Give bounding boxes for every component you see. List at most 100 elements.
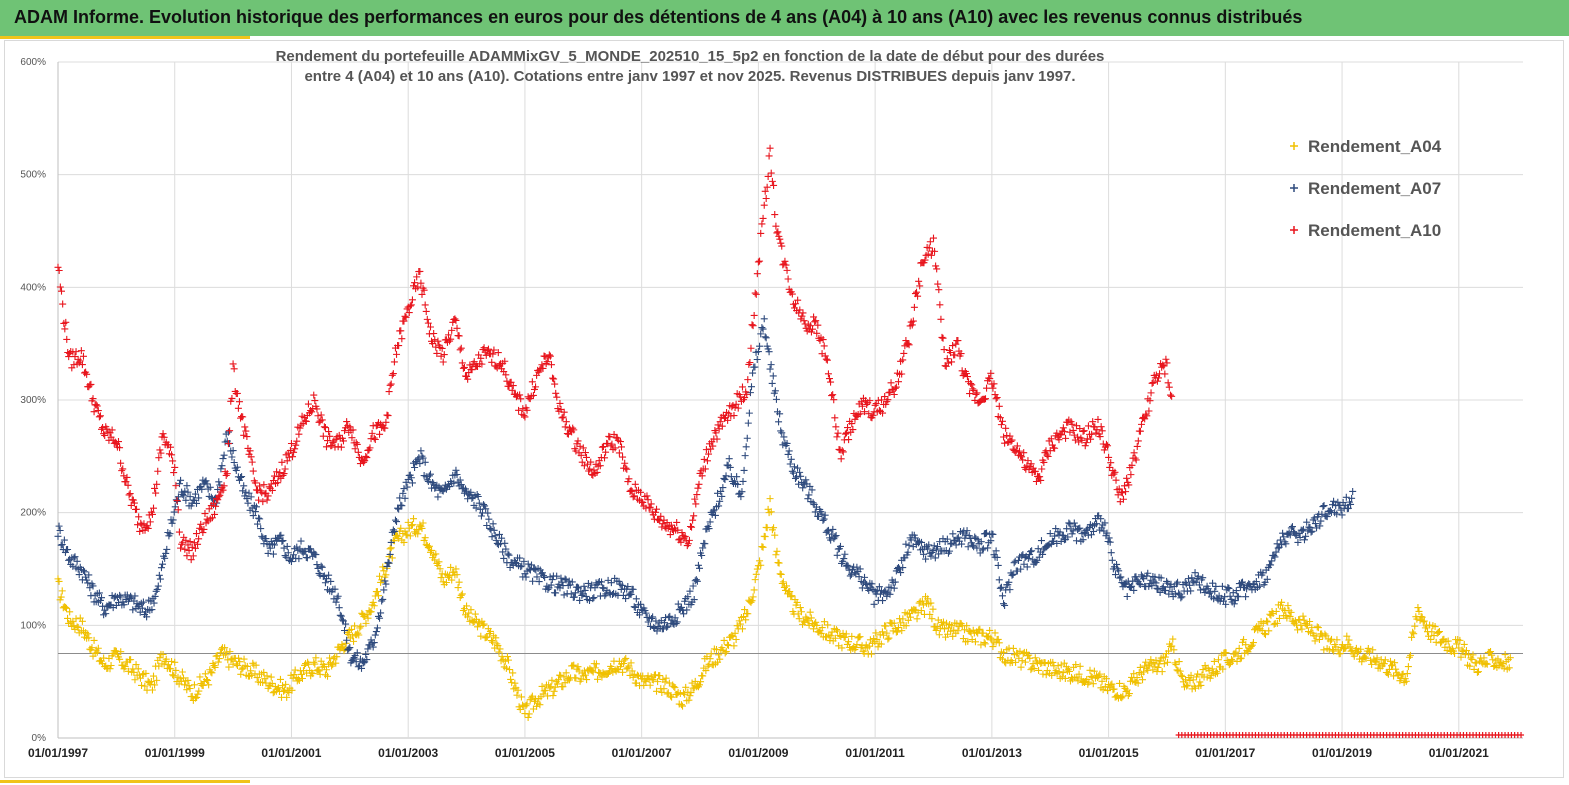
data-point [589, 595, 597, 603]
data-point [366, 444, 374, 452]
data-point [733, 473, 741, 481]
data-point [483, 522, 491, 530]
y-tick-label: 0% [32, 733, 47, 744]
data-point [190, 539, 198, 547]
data-point [1402, 677, 1410, 685]
data-point [598, 578, 606, 586]
data-point [871, 401, 879, 409]
x-tick-label: 01/01/2011 [845, 746, 905, 760]
data-point [346, 644, 354, 652]
data-point [806, 608, 814, 616]
data-point [1205, 589, 1213, 597]
data-point [1134, 437, 1142, 445]
data-point [207, 668, 215, 676]
data-point [744, 376, 752, 384]
data-point [909, 317, 917, 325]
data-point [713, 435, 721, 443]
data-point [1139, 676, 1147, 684]
data-point [87, 380, 95, 388]
data-point [674, 526, 682, 534]
data-point [232, 466, 240, 474]
data-point [622, 654, 630, 662]
data-point [832, 423, 840, 431]
data-point [562, 669, 570, 677]
data-point [472, 504, 480, 512]
data-point [975, 626, 983, 634]
data-point [282, 680, 290, 688]
data-point [1102, 440, 1110, 448]
data-point [205, 681, 213, 689]
data-point [1148, 582, 1156, 590]
data-point [1116, 574, 1124, 582]
data-point [596, 462, 604, 470]
data-point [821, 511, 829, 519]
data-point [1186, 581, 1194, 589]
data-point [169, 671, 177, 679]
data-point [379, 595, 387, 603]
data-point [621, 656, 629, 664]
data-point [643, 492, 651, 500]
data-point [813, 621, 821, 629]
data-point [1156, 588, 1164, 596]
data-point [680, 689, 688, 697]
data-point [1385, 665, 1393, 673]
data-point [1243, 585, 1251, 593]
data-point [1218, 582, 1226, 590]
data-point [61, 325, 69, 333]
chart-title-line-1: Rendement du portefeuille ADAMMixGV_5_MO… [275, 48, 1105, 65]
data-point [853, 641, 861, 649]
data-point [905, 341, 913, 349]
data-point [659, 625, 667, 633]
data-point [181, 487, 189, 495]
data-point [516, 391, 524, 399]
data-point [904, 548, 912, 556]
data-point [544, 585, 552, 593]
data-point [1069, 426, 1077, 434]
data-point [551, 380, 559, 388]
data-point [1009, 570, 1017, 578]
data-point [479, 621, 487, 629]
data-point [403, 531, 411, 539]
data-point [690, 596, 698, 604]
data-point [949, 342, 957, 350]
data-point [952, 541, 960, 549]
data-point [291, 445, 299, 453]
data-point [505, 382, 513, 390]
data-point [828, 392, 836, 400]
data-point [933, 623, 941, 631]
data-point [808, 486, 816, 494]
data-point [968, 381, 976, 389]
data-point [1084, 422, 1092, 430]
data-point [1381, 656, 1389, 664]
data-point [515, 406, 523, 414]
data-point [1059, 424, 1067, 432]
data-point [354, 448, 362, 456]
data-point [1081, 442, 1089, 450]
data-point [867, 650, 875, 658]
data-point [448, 326, 456, 334]
data-point [267, 673, 275, 681]
data-point [547, 581, 555, 589]
data-point [1087, 672, 1095, 680]
series-Rendement_A04 [54, 495, 1514, 721]
data-point [1008, 571, 1016, 579]
data-point [150, 504, 158, 512]
data-point [535, 578, 543, 586]
data-point [832, 626, 840, 634]
data-point [252, 661, 260, 669]
data-point [1119, 495, 1127, 503]
data-point [1182, 580, 1190, 588]
data-point [685, 536, 693, 544]
data-point [399, 489, 407, 497]
data-point [932, 262, 940, 270]
legend-label: Rendement_A04 [1308, 137, 1442, 156]
data-point [1134, 679, 1142, 687]
data-point [287, 440, 295, 448]
data-point [732, 400, 740, 408]
data-point [720, 636, 728, 644]
data-point [373, 588, 381, 596]
data-point [1361, 653, 1369, 661]
data-point [153, 676, 161, 684]
data-point [322, 575, 330, 583]
data-point [787, 593, 795, 601]
